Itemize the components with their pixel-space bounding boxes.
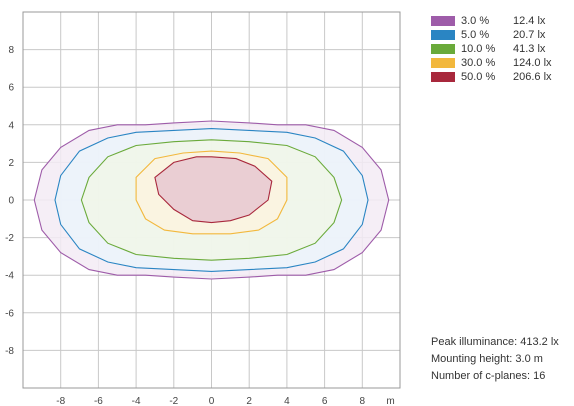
x-tick-label: -2: [169, 396, 178, 406]
plot-border: [22, 11, 401, 389]
legend-percent: 50.0 %: [461, 71, 496, 83]
legend-swatch: [431, 44, 455, 54]
legend-percent: 10.0 %: [461, 43, 496, 55]
y-axis-ticks: 8 6 4 2 0 -2 -4 -6 -8: [5, 45, 14, 357]
x-axis-unit: m: [386, 396, 394, 406]
legend-swatch: [431, 30, 455, 40]
x-tick-label: -6: [94, 396, 103, 406]
y-tick-label: 6: [8, 83, 14, 94]
legend-swatch: [431, 72, 455, 82]
isolux-contour-4: [154, 156, 273, 224]
legend-item: 5.0 % 20.7 lx: [431, 28, 573, 42]
x-axis-ticks: -8 -6 -4 -2 0 2 4 6 8: [56, 396, 365, 406]
c-planes-count: Number of c-planes: 16: [431, 370, 546, 382]
y-tick-label: -6: [5, 308, 14, 319]
x-tick-label: 6: [322, 396, 328, 406]
mounting-height: Mounting height: 3.0 m: [431, 353, 543, 365]
legend-lux: 124.0 lx: [513, 57, 552, 69]
legend-lux: 12.4 lx: [513, 15, 546, 27]
x-tick-label: 2: [246, 396, 252, 406]
legend-percent: 30.0 %: [461, 57, 496, 69]
y-tick-label: -4: [5, 271, 14, 282]
chart-frame: [22, 11, 401, 389]
y-tick-label: -8: [5, 346, 14, 357]
chart-legend: 3.0 % 12.4 lx 5.0 % 20.7 lx 10.0 % 41.3 lx 30.…: [431, 14, 573, 84]
isolux-chart: 8 6 4 2 0 -2 -4 -6 -8 -8 -6 -4 -2 0 2 4 6 8 m: [5, 11, 401, 406]
contour-group: [33, 120, 390, 280]
x-tick-label: 8: [360, 396, 366, 406]
legend-item: 30.0 % 124.0 lx: [431, 56, 573, 70]
legend-item: 3.0 % 12.4 lx: [431, 14, 573, 28]
legend-lux: 20.7 lx: [513, 29, 546, 41]
legend-swatch: [431, 58, 455, 68]
x-tick-label: 0: [209, 396, 215, 406]
x-tick-label: 4: [284, 396, 290, 406]
legend-lux: 41.3 lx: [513, 43, 546, 55]
legend-percent: 3.0 %: [461, 15, 490, 27]
x-tick-label: -8: [56, 396, 65, 406]
y-tick-label: -2: [5, 233, 14, 244]
peak-illuminance: Peak illuminance: 413.2 lx: [431, 336, 559, 348]
y-tick-label: 2: [8, 158, 14, 169]
legend-item: 10.0 % 41.3 lx: [431, 42, 573, 56]
legend-swatch: [431, 16, 455, 26]
y-tick-label: 4: [8, 120, 14, 131]
x-tick-label: -4: [132, 396, 141, 406]
legend-percent: 5.0 %: [461, 29, 490, 41]
y-tick-label: 0: [8, 196, 14, 207]
legend-item: 50.0 % 206.6 lx: [431, 70, 573, 84]
legend-lux: 206.6 lx: [513, 71, 552, 83]
info-panel: Peak illuminance: 413.2 lx Mounting heig…: [431, 334, 559, 385]
y-tick-label: 8: [8, 45, 14, 56]
